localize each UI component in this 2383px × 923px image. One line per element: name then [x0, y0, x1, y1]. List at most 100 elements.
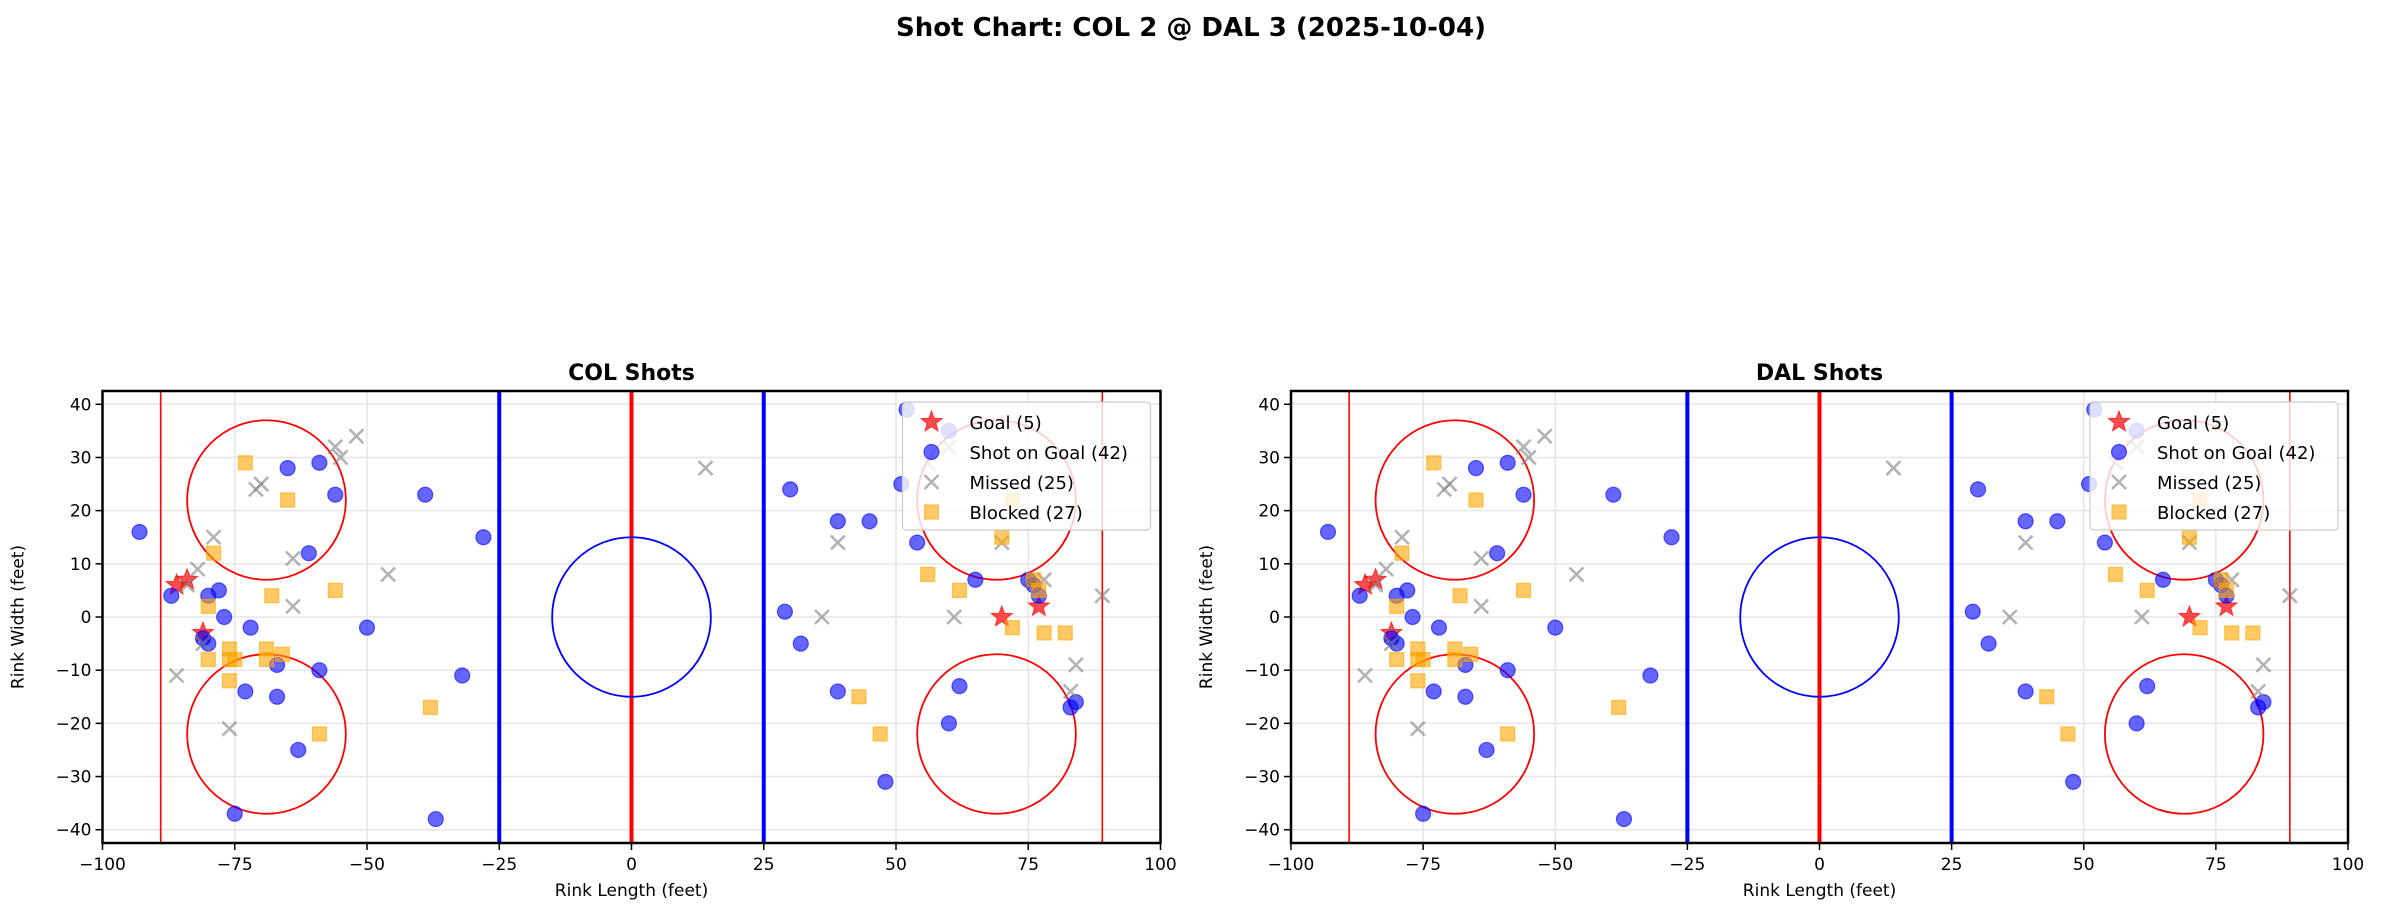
x-tick-label: 0 [1814, 855, 1825, 875]
x-point [1394, 529, 1410, 546]
legend-x-icon [923, 474, 940, 490]
circle-point [268, 688, 286, 705]
square-point [280, 492, 296, 508]
legend-label: Shot on Goal (42) [2157, 443, 2315, 464]
y-tick-label: 40 [70, 395, 92, 415]
circle-point [242, 619, 259, 636]
circle-point [1425, 683, 1442, 700]
circle-point [226, 805, 243, 822]
x-point [2017, 534, 2034, 551]
circle-point [210, 582, 227, 599]
x-tick-label: 100 [2332, 855, 2364, 875]
square-point [872, 726, 888, 742]
legend-star-icon [2107, 409, 2131, 433]
legend-box [2089, 401, 2339, 531]
legend-label: Blocked (27) [2157, 503, 2270, 524]
x-point [1062, 683, 1079, 700]
circle-point [1605, 486, 1622, 503]
x-point [327, 438, 344, 455]
x-tick-label: −75 [217, 855, 253, 875]
circle-point [2096, 534, 2113, 551]
circle-point [1499, 662, 1516, 679]
y-tick-label: −10 [56, 661, 92, 681]
circle-point [1478, 741, 1495, 759]
square-point [2139, 582, 2155, 599]
faceoff-circle [1374, 419, 1536, 581]
x-point [168, 667, 185, 684]
circle-point [2049, 513, 2066, 530]
x-point [1367, 577, 1384, 594]
faceoff-circle [2103, 653, 2265, 815]
chart-title: DAL Shots [1756, 361, 1883, 386]
circle-point [829, 513, 846, 530]
circle-point [1615, 810, 1633, 828]
x-tick-label: 50 [885, 855, 907, 875]
circle-point [1430, 619, 1448, 636]
square-point [2181, 529, 2198, 545]
circle-point [200, 635, 217, 652]
center-ice-circle [551, 536, 712, 698]
circle-point [1964, 603, 1981, 620]
square-point [1057, 625, 1073, 641]
square-point [1500, 726, 1516, 742]
square-point [994, 529, 1010, 545]
star-point [989, 604, 1014, 628]
x-axis-label: Rink Length (feet) [555, 881, 708, 901]
x-point [2001, 609, 2018, 625]
circle-point [909, 534, 926, 551]
legend-label: Blocked (27) [970, 503, 1083, 524]
circle-point [475, 529, 492, 546]
x-tick-label: −100 [79, 855, 126, 875]
x-point [348, 428, 365, 445]
x-tick-label: −25 [481, 855, 517, 875]
x-tick-label: 0 [626, 855, 637, 875]
square-point [205, 545, 222, 561]
legend-star-icon [919, 409, 944, 433]
square-point [221, 673, 238, 689]
circle-point [1499, 454, 1516, 471]
y-tick-label: −30 [1244, 768, 1280, 788]
circle-point [2017, 683, 2034, 700]
circle-point [792, 635, 809, 652]
circle-point [327, 486, 344, 503]
circle-point [1388, 635, 1405, 652]
square-point [227, 651, 243, 668]
x-point [195, 635, 211, 652]
square-point [1389, 651, 1405, 668]
legend-label: Goal (5) [970, 413, 1042, 434]
x-tick-label: 75 [2205, 855, 2227, 875]
square-point [1410, 673, 1426, 689]
circle-point [861, 513, 878, 530]
x-point [946, 609, 963, 625]
x-tick-label: −100 [1268, 855, 1315, 875]
square-point [1415, 651, 1431, 668]
circle-point [131, 523, 148, 541]
x-point [332, 449, 349, 466]
x-point [1357, 667, 1373, 684]
square-point [1031, 582, 1047, 599]
circle-point [877, 773, 894, 790]
circle-point [1319, 523, 1337, 541]
series-square [1389, 455, 2261, 742]
circle-point [1067, 693, 1084, 711]
legend: Goal (5) Shot on Goal (42) Missed (25) Bloc… [901, 401, 1152, 531]
y-tick-label: 20 [70, 502, 92, 522]
square-point [951, 582, 968, 599]
square-point [327, 582, 343, 599]
faceoff-circle [916, 653, 1077, 815]
circle-point [1515, 486, 1532, 503]
center-ice-circle [1739, 536, 1900, 698]
star-point [1027, 593, 1051, 617]
x-tick-label: −75 [1405, 855, 1441, 875]
square-point [200, 598, 216, 614]
x-point [697, 460, 714, 477]
square-point [851, 689, 867, 705]
x-point [1409, 720, 1426, 737]
circle-point [279, 460, 296, 477]
legend-square-icon [2111, 504, 2127, 520]
y-tick-label: −40 [56, 821, 92, 841]
legend-square-icon [923, 504, 940, 520]
series-square [200, 455, 1073, 742]
x-tick-label: −50 [349, 855, 385, 875]
